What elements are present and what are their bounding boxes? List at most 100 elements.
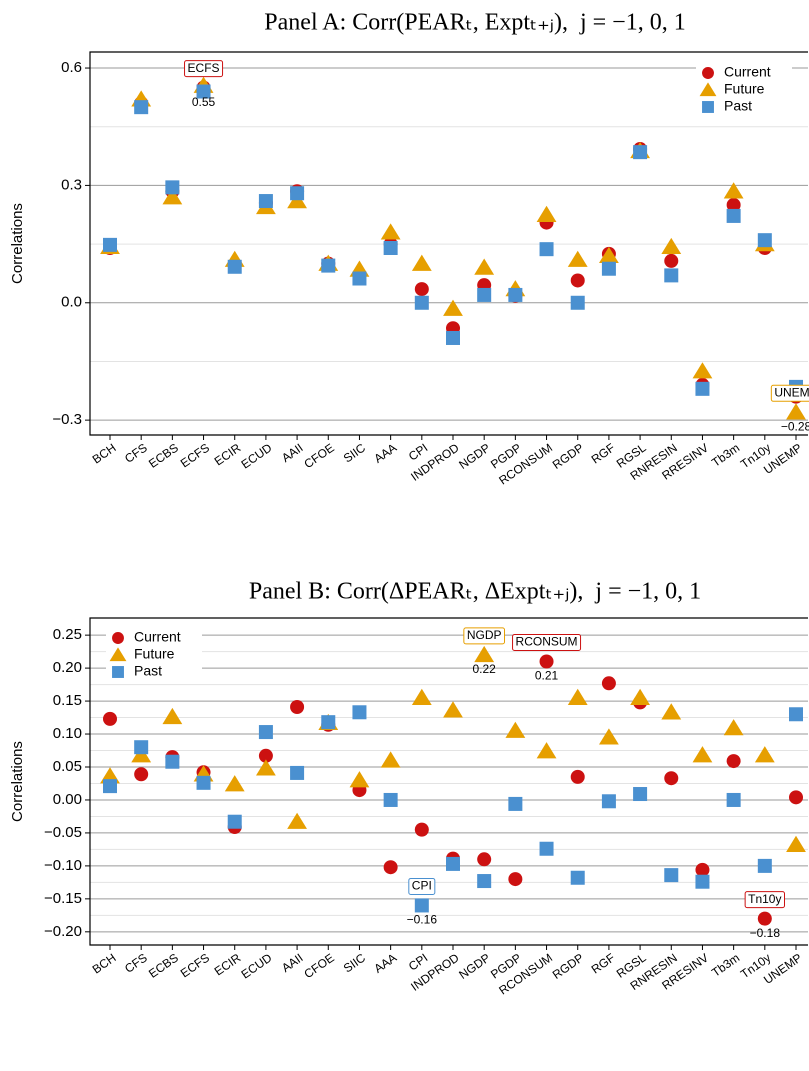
data-point — [570, 273, 585, 288]
x-tick-label: AAA — [371, 441, 399, 466]
x-tick-label: SIIC — [341, 950, 368, 975]
data-point — [726, 208, 741, 223]
data-point — [446, 856, 460, 871]
data-point — [380, 751, 401, 768]
data-point — [757, 911, 772, 926]
x-tick-label: NGDP — [456, 441, 492, 472]
y-axis-label: Correlations — [9, 741, 26, 822]
x-tick-label: CFS — [122, 441, 150, 466]
data-point — [789, 707, 803, 722]
x-tick-label: RGF — [589, 951, 618, 977]
data-point — [601, 261, 616, 276]
legend-label: Future — [724, 81, 765, 97]
y-tick-label: 0.6 — [61, 59, 82, 76]
annotation-name: CPI — [412, 879, 432, 893]
data-point — [287, 812, 307, 829]
x-tick-label: BCH — [90, 951, 119, 977]
data-point — [256, 759, 276, 776]
y-tick-label: −0.20 — [44, 923, 82, 940]
data-point — [536, 205, 557, 222]
data-point — [477, 874, 492, 889]
x-tick-label: RGDP — [550, 441, 586, 472]
data-point — [723, 719, 744, 736]
data-point — [352, 705, 367, 720]
data-point — [695, 862, 710, 877]
data-point — [601, 794, 616, 809]
data-point — [664, 253, 679, 268]
data-point — [536, 742, 557, 759]
data-point — [786, 835, 806, 852]
y-tick-label: 0.00 — [53, 791, 82, 808]
data-point — [196, 84, 211, 99]
data-point — [414, 295, 429, 310]
data-point — [290, 700, 305, 715]
data-point — [508, 287, 523, 302]
x-tick-label: ECIR — [212, 440, 244, 468]
data-point — [258, 194, 273, 209]
value-label: −0.18 — [750, 926, 781, 940]
legend-marker — [699, 82, 717, 97]
data-point — [290, 765, 305, 780]
x-tick-label: ECUD — [239, 950, 275, 981]
data-point — [162, 707, 183, 725]
y-tick-label: −0.3 — [52, 411, 82, 428]
y-tick-label: 0.3 — [61, 176, 82, 193]
data-point — [474, 645, 495, 663]
data-point — [414, 282, 429, 297]
data-point — [477, 287, 492, 302]
data-point — [349, 771, 370, 788]
data-point — [505, 721, 526, 738]
data-point — [443, 701, 463, 718]
data-point — [630, 688, 650, 705]
legend-marker — [702, 67, 714, 79]
data-point — [321, 715, 336, 730]
data-point — [599, 728, 619, 745]
data-point — [726, 792, 741, 807]
x-tick-label: ECUD — [239, 440, 275, 471]
data-point — [103, 779, 117, 794]
data-point — [664, 771, 679, 786]
x-tick-label: Tb3m — [709, 441, 742, 470]
value-label: −0.28 — [781, 419, 809, 433]
chart-title: Panel B: Corr(ΔPEARₜ, ΔExptₜ₊ⱼ), j = −1,… — [249, 579, 701, 605]
legend-label: Current — [134, 629, 181, 645]
value-label: 0.55 — [192, 95, 216, 109]
data-point — [661, 237, 682, 255]
legend-marker — [112, 666, 124, 678]
x-tick-label: AAA — [371, 951, 399, 976]
y-tick-label: −0.15 — [44, 890, 82, 907]
data-point — [258, 725, 273, 740]
data-point — [474, 258, 495, 275]
y-tick-label: 0.25 — [53, 626, 82, 643]
chart-title: Panel A: Corr(PEARₜ, Exptₜ₊ⱼ), j = −1, 0… — [264, 10, 685, 36]
data-point — [664, 268, 679, 283]
data-point — [539, 841, 554, 856]
x-tick-label: Tb3m — [709, 951, 742, 980]
data-point — [227, 259, 242, 274]
data-point — [103, 711, 117, 726]
data-point — [661, 703, 682, 720]
annotation-box — [512, 634, 582, 652]
data-point — [508, 796, 523, 811]
x-tick-label: ECFS — [178, 441, 212, 471]
y-tick-label: −0.05 — [44, 824, 82, 841]
data-point — [633, 145, 648, 160]
annotation-name: RCONSUM — [516, 635, 578, 649]
annotation-box — [184, 60, 224, 78]
data-point — [134, 740, 149, 755]
x-tick-label: CFS — [122, 951, 150, 976]
data-point — [224, 775, 245, 792]
plot-frame — [89, 617, 808, 946]
legend-marker — [702, 101, 714, 113]
legend-marker — [112, 632, 124, 644]
x-tick-label: ECIR — [212, 950, 244, 978]
data-point — [508, 872, 523, 887]
annotation-box — [744, 891, 785, 909]
data-point — [414, 822, 429, 837]
x-tick-label: CFOE — [301, 441, 336, 472]
data-point — [227, 814, 242, 829]
data-point — [383, 792, 398, 807]
value-label: 0.21 — [535, 669, 559, 683]
data-point — [633, 787, 648, 802]
legend-label: Past — [134, 663, 162, 679]
